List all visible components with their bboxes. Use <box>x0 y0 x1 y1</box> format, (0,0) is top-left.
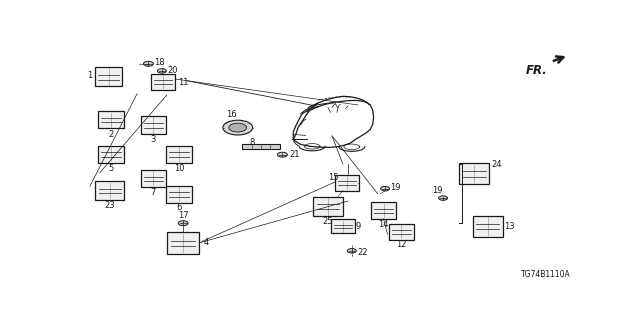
FancyBboxPatch shape <box>141 116 166 134</box>
FancyBboxPatch shape <box>313 196 343 216</box>
Text: 19: 19 <box>432 186 442 195</box>
FancyBboxPatch shape <box>473 216 502 236</box>
Circle shape <box>438 196 447 200</box>
Text: 9: 9 <box>355 222 360 231</box>
Text: 24: 24 <box>492 160 502 169</box>
Text: 20: 20 <box>168 66 179 75</box>
FancyBboxPatch shape <box>95 181 124 200</box>
Circle shape <box>223 120 253 135</box>
FancyBboxPatch shape <box>460 163 489 184</box>
FancyBboxPatch shape <box>98 146 124 163</box>
Text: 13: 13 <box>504 222 515 231</box>
Text: 12: 12 <box>396 240 406 250</box>
FancyBboxPatch shape <box>166 146 192 163</box>
FancyBboxPatch shape <box>167 232 199 254</box>
FancyBboxPatch shape <box>166 186 192 203</box>
FancyBboxPatch shape <box>331 220 355 233</box>
Circle shape <box>229 123 246 132</box>
Text: 15: 15 <box>328 173 339 182</box>
Text: 19: 19 <box>390 183 401 192</box>
Text: 18: 18 <box>154 58 165 67</box>
Text: 11: 11 <box>178 78 188 87</box>
Text: 22: 22 <box>358 248 368 257</box>
Circle shape <box>381 187 390 191</box>
Text: 7: 7 <box>151 188 156 197</box>
FancyBboxPatch shape <box>335 174 359 190</box>
Text: 4: 4 <box>204 238 209 247</box>
Text: 21: 21 <box>289 150 300 159</box>
Text: 10: 10 <box>174 164 184 173</box>
Text: 25: 25 <box>323 217 333 226</box>
Circle shape <box>143 61 154 66</box>
FancyBboxPatch shape <box>152 74 175 90</box>
FancyBboxPatch shape <box>95 67 122 86</box>
Text: 23: 23 <box>104 201 115 210</box>
FancyBboxPatch shape <box>371 202 396 219</box>
Text: FR.: FR. <box>526 64 548 76</box>
Text: 16: 16 <box>226 110 237 119</box>
Text: 5: 5 <box>108 164 113 173</box>
FancyBboxPatch shape <box>388 224 414 240</box>
Circle shape <box>178 221 188 226</box>
FancyBboxPatch shape <box>98 111 124 128</box>
Text: TG74B1110A: TG74B1110A <box>522 270 571 279</box>
Text: 8: 8 <box>249 138 255 148</box>
Text: 6: 6 <box>177 204 182 212</box>
Text: 2: 2 <box>108 130 113 139</box>
Text: 14: 14 <box>378 220 389 228</box>
Text: 3: 3 <box>151 135 156 144</box>
Circle shape <box>157 69 166 73</box>
Text: 1: 1 <box>87 71 92 80</box>
Circle shape <box>277 152 287 157</box>
FancyBboxPatch shape <box>243 144 280 149</box>
Text: 17: 17 <box>178 211 189 220</box>
Circle shape <box>348 249 356 253</box>
FancyBboxPatch shape <box>141 170 166 187</box>
